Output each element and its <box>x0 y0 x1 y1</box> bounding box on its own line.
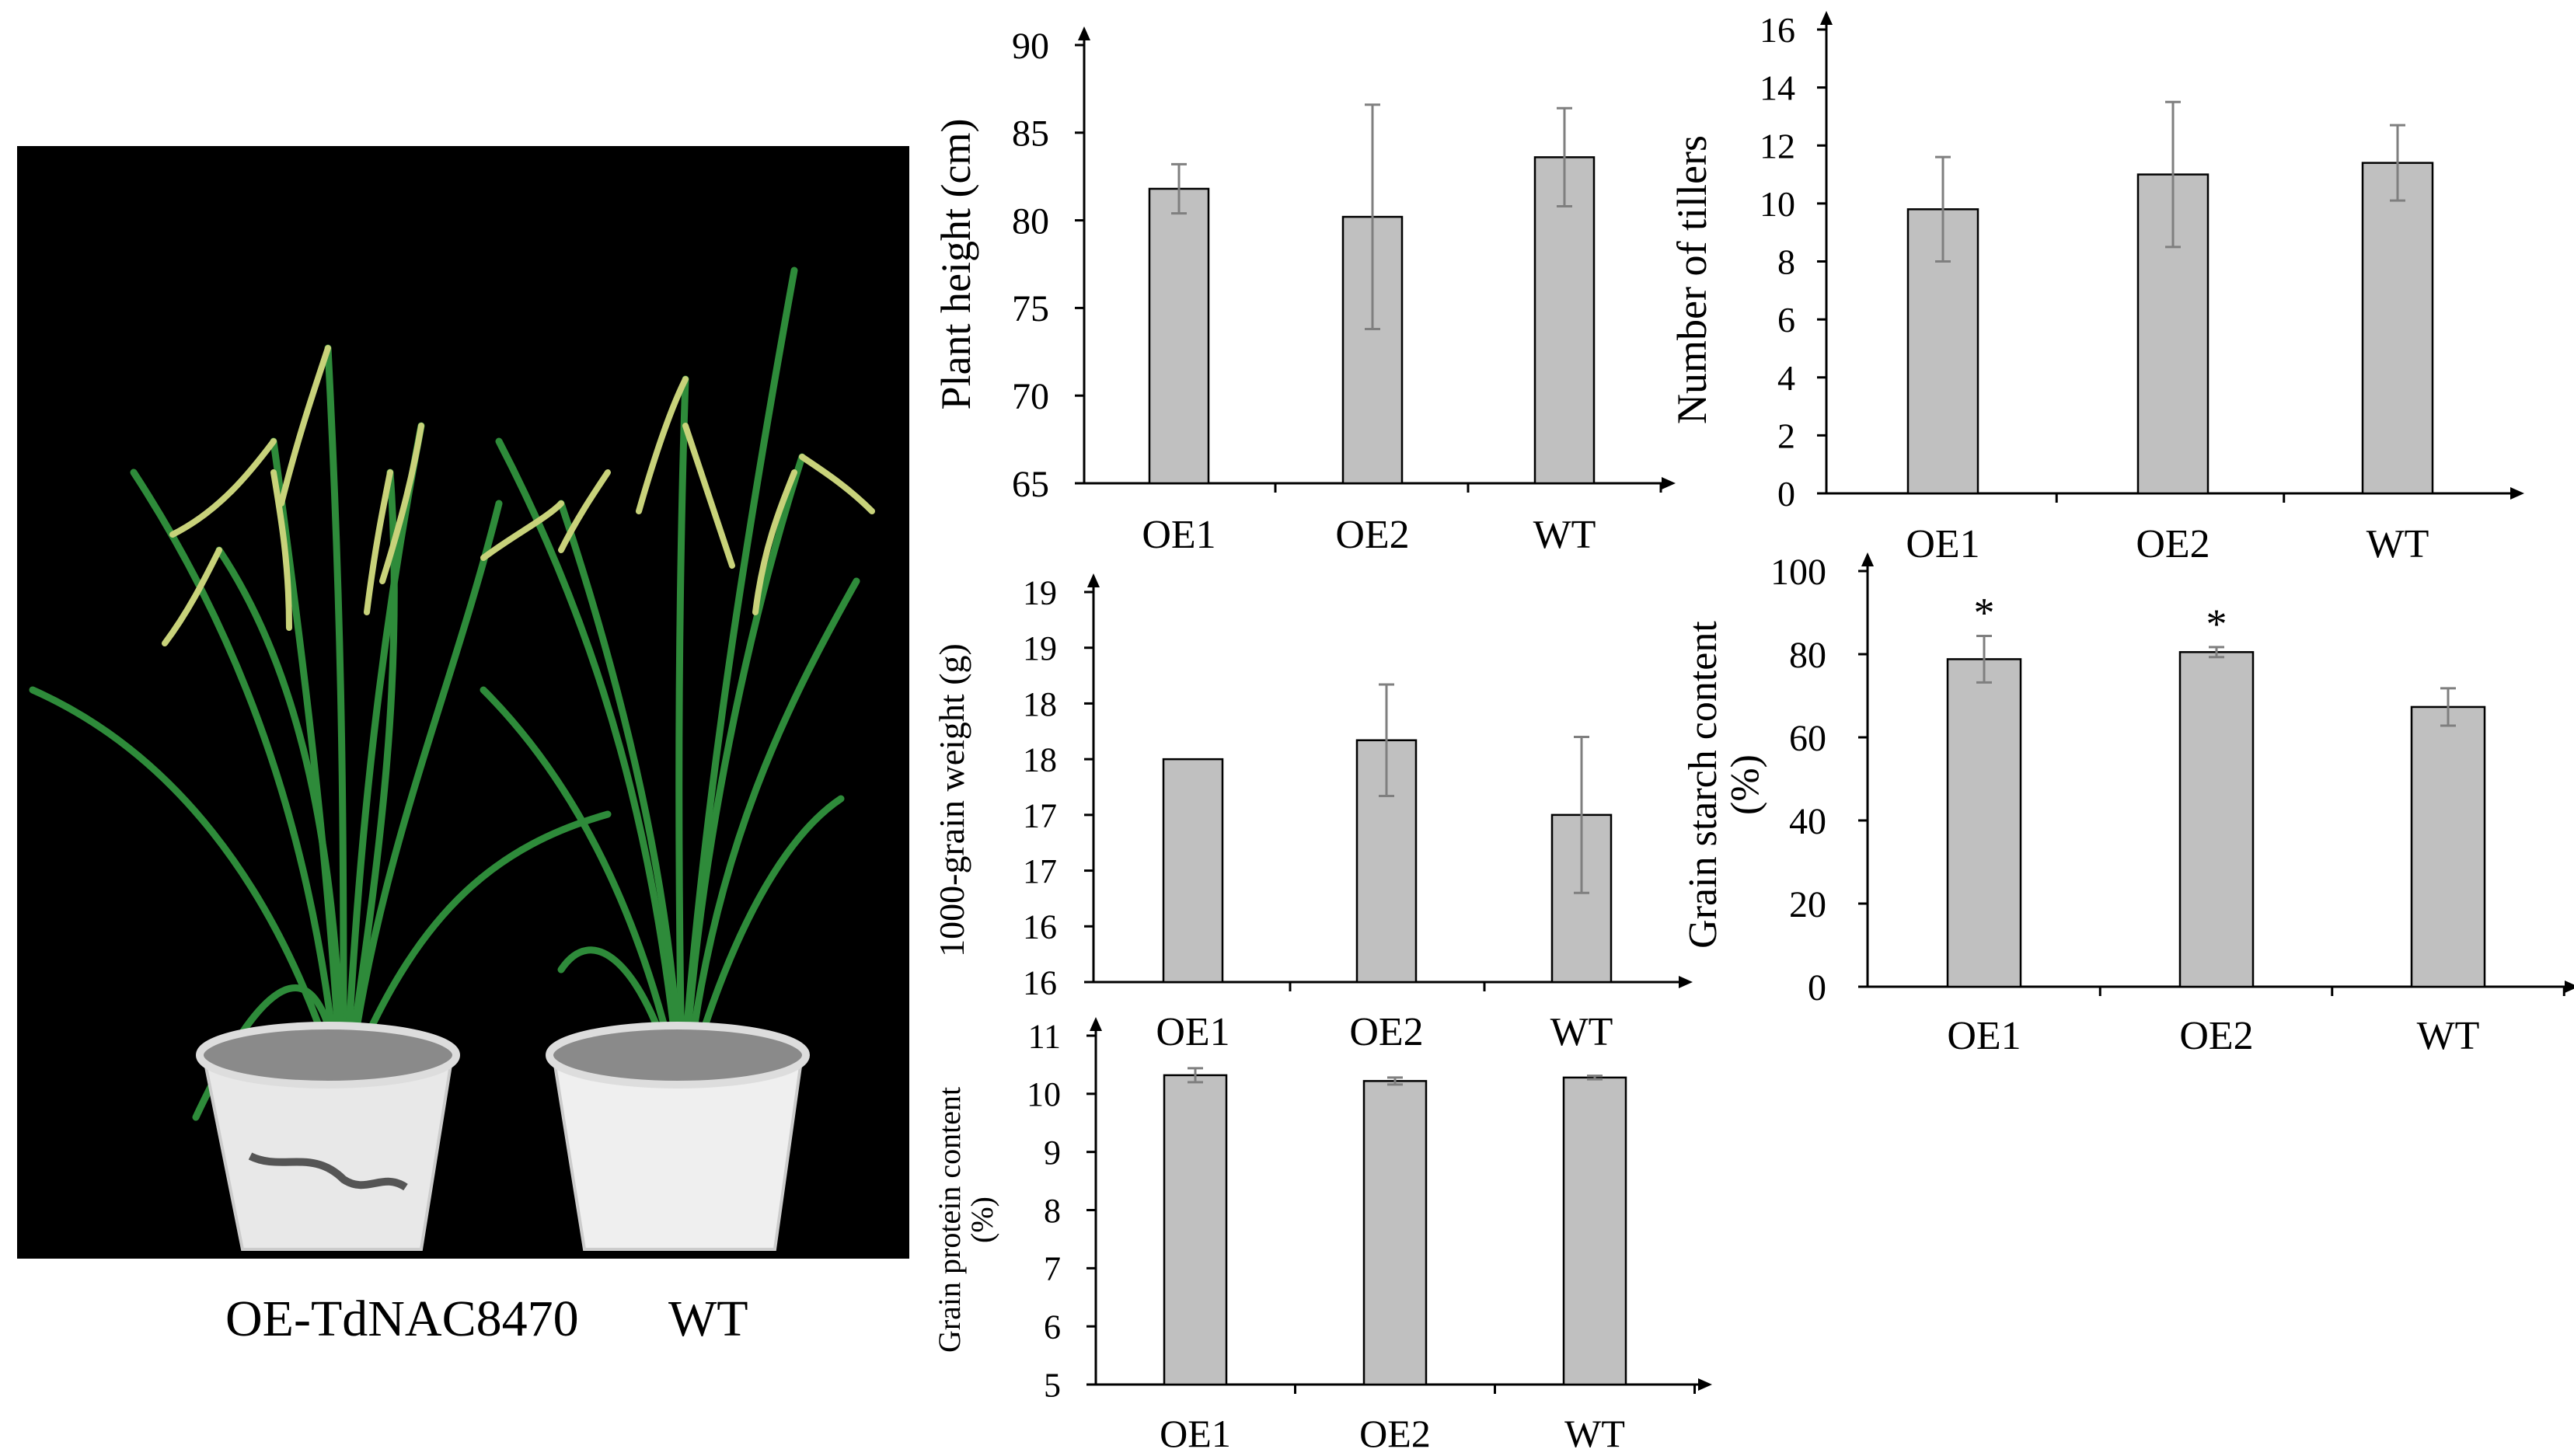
x-axis-arrow <box>1698 1378 1712 1391</box>
significance-mark: * <box>2206 601 2227 647</box>
y-tick-label: 16 <box>1023 963 1057 1001</box>
bar-oe2 <box>2136 173 2210 495</box>
category-label: OE2 <box>1349 1010 1423 1054</box>
y-tick-label: 18 <box>1023 685 1057 723</box>
y-tick-label: 7 <box>1044 1250 1061 1288</box>
category-label: OE2 <box>2179 1014 2253 1058</box>
rice-plants-photo <box>17 146 909 1259</box>
y-axis-label: Grain starch content(%) <box>1681 621 1768 949</box>
significance-mark: * <box>1974 589 1995 636</box>
x-axis-arrow <box>2510 487 2524 500</box>
y-axis-arrow <box>1820 11 1833 25</box>
category-label: OE1 <box>1156 1010 1229 1054</box>
photo-caption-transgenic: OE-TdNAC8470 <box>225 1291 579 1347</box>
photo-caption-wildtype: WT <box>668 1291 748 1347</box>
y-tick-label: 4 <box>1777 358 1795 398</box>
category-label: OE1 <box>1947 1014 2021 1058</box>
chart-panel-5: 5 6 7 8 9 10 11 OE1 OE2 WT Grain protein content(%… <box>932 1017 1712 1455</box>
bar-oe2 <box>1341 215 1404 485</box>
y-tick-label: 90 <box>1012 26 1049 67</box>
chart-panel-2: 0 2 4 6 8 10 12 14 16 OE1 OE2 WT Number of tillers <box>1669 10 2524 566</box>
y-axis-arrow <box>1078 26 1090 40</box>
bar-oe2 <box>2178 651 2255 988</box>
rice-plants-illustration <box>17 146 909 1259</box>
y-tick-label: 0 <box>1777 474 1795 514</box>
bar-wt <box>2361 162 2434 495</box>
y-tick-label: 80 <box>1789 635 1826 676</box>
category-label: WT <box>2417 1014 2480 1058</box>
category-label: OE1 <box>1160 1412 1231 1455</box>
category-label: WT <box>2366 522 2429 566</box>
y-tick-label: 40 <box>1789 801 1826 842</box>
y-tick-label: 70 <box>1012 376 1049 417</box>
bar-oe1 <box>1946 658 2022 988</box>
y-axis-label: Plant height (cm) <box>933 119 979 410</box>
y-tick-label: 0 <box>1808 967 1826 1008</box>
bar-oe1 <box>1163 1074 1228 1386</box>
bar-oe2 <box>1355 739 1418 984</box>
category-label: OE1 <box>1906 522 1979 566</box>
y-axis-arrow <box>1087 573 1100 587</box>
category-label: WT <box>1550 1010 1613 1054</box>
left-pot <box>196 1022 460 1251</box>
category-label: WT <box>1564 1412 1625 1455</box>
y-tick-label: 8 <box>1777 242 1795 282</box>
x-axis-arrow <box>1662 477 1676 489</box>
y-tick-label: 16 <box>1023 908 1057 946</box>
y-tick-label: 18 <box>1023 741 1057 779</box>
bar-wt <box>1562 1076 1627 1386</box>
y-tick-label: 11 <box>1028 1017 1061 1055</box>
bar-oe2 <box>1362 1080 1428 1386</box>
x-axis-arrow <box>2565 981 2574 993</box>
left-plant-leaves <box>29 344 612 1121</box>
category-label: OE2 <box>1335 513 1409 557</box>
y-tick-label: 19 <box>1023 629 1057 667</box>
bar-wt <box>1550 813 1613 984</box>
y-axis-arrow <box>1090 1017 1102 1031</box>
bar-wt <box>2410 705 2486 988</box>
right-plant-leaves <box>480 266 860 1067</box>
category-label: OE2 <box>2136 522 2210 566</box>
category-label: OE2 <box>1359 1412 1431 1455</box>
y-axis-arrow <box>1861 552 1874 566</box>
x-axis-arrow <box>1679 976 1693 988</box>
y-axis-label: Number of tillers <box>1669 135 1715 424</box>
y-tick-label: 17 <box>1023 796 1057 834</box>
right-pot <box>546 1022 810 1251</box>
y-tick-label: 2 <box>1777 416 1795 455</box>
y-tick-label: 6 <box>1777 300 1795 340</box>
y-tick-label: 19 <box>1023 573 1057 611</box>
y-tick-label: 10 <box>1760 184 1795 224</box>
chart-panel-4: 0 20 40 60 80 100 * OE1 * OE2 WT Grain starch conte… <box>1681 552 2574 1058</box>
y-tick-label: 12 <box>1760 126 1795 165</box>
y-tick-label: 85 <box>1012 113 1049 155</box>
bar-wt <box>1533 156 1596 485</box>
y-tick-label: 80 <box>1012 200 1049 242</box>
y-axis-label: 1000-grain weight (g) <box>932 643 971 957</box>
y-tick-label: 16 <box>1760 10 1795 50</box>
chart-panel-3: 16 16 17 17 18 18 19 19 OE1 OE2 WT 1000-grain weigh… <box>932 573 1693 1054</box>
left-plant-panicles <box>162 345 424 646</box>
category-label: WT <box>1533 513 1596 557</box>
bar-oe1 <box>1906 208 1979 495</box>
chart-panel-1: 65 70 75 80 85 90 OE1 OE2 WT Plant height (cm) <box>933 26 1676 557</box>
y-tick-label: 9 <box>1044 1134 1061 1172</box>
y-tick-label: 60 <box>1789 718 1826 759</box>
y-tick-label: 6 <box>1044 1308 1061 1346</box>
y-tick-label: 17 <box>1023 852 1057 890</box>
y-tick-label: 20 <box>1789 884 1826 925</box>
y-tick-label: 14 <box>1760 68 1795 108</box>
y-tick-label: 100 <box>1770 552 1826 593</box>
category-label: OE1 <box>1142 513 1216 557</box>
y-tick-label: 75 <box>1012 288 1049 329</box>
y-tick-label: 5 <box>1044 1366 1061 1404</box>
y-tick-label: 65 <box>1012 464 1049 505</box>
right-plant-panicles <box>480 376 875 615</box>
y-tick-label: 10 <box>1027 1075 1061 1113</box>
y-axis-label: Grain protein content(%) <box>932 1087 999 1353</box>
bar-oe1 <box>1148 187 1210 485</box>
y-tick-label: 8 <box>1044 1192 1061 1230</box>
bar-oe1 <box>1162 758 1224 984</box>
